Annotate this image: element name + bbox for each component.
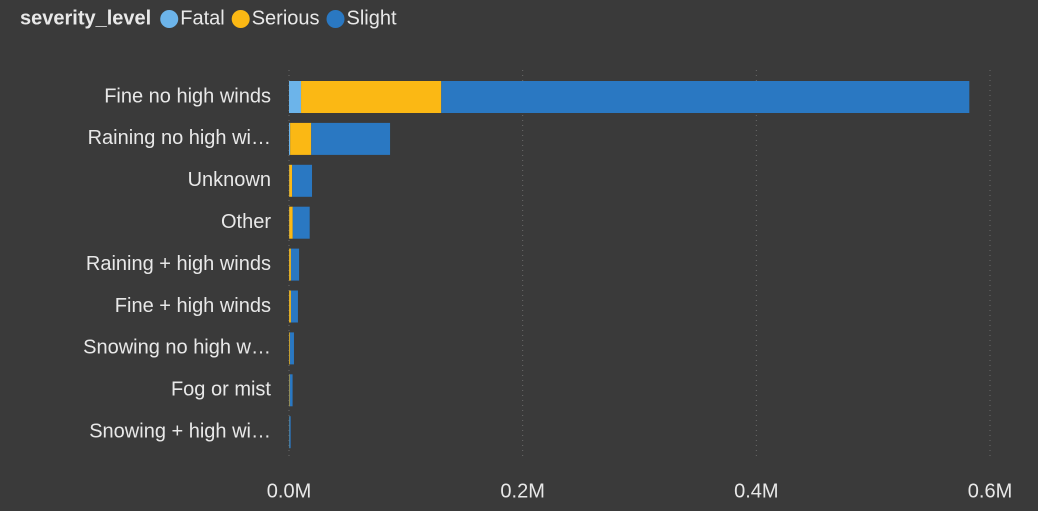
bar-segment [289,290,291,323]
bar-segment [292,206,310,239]
bar-segment [289,332,294,365]
y-tick-label: Fog or mist [171,379,271,401]
bar-segment [290,248,300,281]
bar-segment [289,206,293,239]
y-tick-label: Other [221,211,271,233]
bar-segment [292,164,313,197]
y-tick-label: Raining no high wi… [88,127,271,149]
bar-segment [311,122,391,155]
x-tick-label: 0.6M [968,480,1012,502]
bar-segment [289,374,290,407]
legend-marker [160,10,179,28]
bar-segment [289,374,293,407]
y-tick-label: Snowing + high wi… [89,420,271,442]
legend-marker [231,10,250,28]
y-tick-label: Snowing no high w… [83,337,271,359]
legend-label: Slight [347,7,397,29]
bar-segment [289,248,291,281]
y-tick-label: Fine + high winds [115,295,271,317]
legend-title: severity_level [20,7,151,29]
legend-label: Fatal [180,7,224,29]
x-tick-label: 0.2M [500,480,544,502]
bar-segment [441,81,970,113]
bar-segment [290,290,298,323]
legend-marker [326,10,345,28]
bar-segment [301,81,442,113]
bar-segment [289,122,291,155]
bar-segment [289,164,293,197]
bar-segment [289,332,290,365]
x-tick-label: 0.4M [734,480,778,502]
y-tick-label: Fine no high winds [104,85,271,107]
bar-segment [289,81,302,113]
y-tick-label: Raining + high winds [86,253,271,275]
legend-label: Serious [252,7,320,29]
y-tick-label: Unknown [188,169,271,191]
bar-segment [289,416,291,449]
bar-segment [290,122,312,155]
x-tick-label: 0.0M [267,480,311,502]
